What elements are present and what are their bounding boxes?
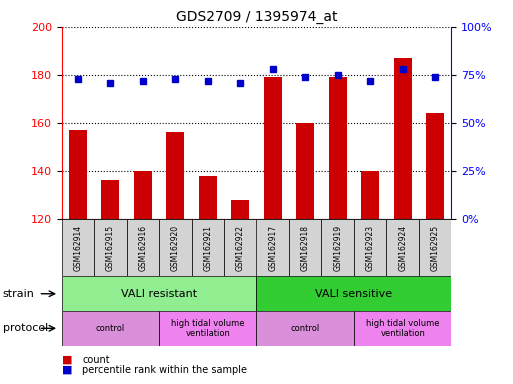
Bar <box>224 219 256 276</box>
Bar <box>69 130 87 219</box>
Text: GSM162917: GSM162917 <box>268 225 277 271</box>
Text: strain: strain <box>3 289 34 299</box>
Text: ■: ■ <box>62 355 72 365</box>
Text: GSM162918: GSM162918 <box>301 225 310 271</box>
Bar <box>322 219 354 276</box>
Bar <box>426 113 444 219</box>
Text: percentile rank within the sample: percentile rank within the sample <box>82 364 247 375</box>
Bar <box>264 77 282 219</box>
Bar <box>289 219 322 276</box>
Bar <box>256 219 289 276</box>
Bar <box>62 276 256 311</box>
Bar <box>386 219 419 276</box>
Bar <box>354 219 386 276</box>
Text: ■: ■ <box>62 364 72 375</box>
Bar <box>354 311 451 346</box>
Bar <box>94 219 127 276</box>
Bar <box>297 123 314 219</box>
Text: count: count <box>82 355 110 365</box>
Text: GSM162919: GSM162919 <box>333 225 342 271</box>
Text: protocol: protocol <box>3 323 48 333</box>
Text: VALI sensitive: VALI sensitive <box>315 289 392 299</box>
Bar <box>166 132 184 219</box>
Bar <box>159 311 256 346</box>
Bar <box>231 200 249 219</box>
Text: GSM162915: GSM162915 <box>106 225 115 271</box>
Text: high tidal volume
ventilation: high tidal volume ventilation <box>171 319 245 338</box>
Bar <box>102 180 119 219</box>
Bar <box>419 219 451 276</box>
Text: GSM162920: GSM162920 <box>171 225 180 271</box>
Text: GSM162916: GSM162916 <box>139 225 147 271</box>
Bar <box>62 219 94 276</box>
Text: control: control <box>95 324 125 333</box>
Bar <box>256 276 451 311</box>
Text: GSM162921: GSM162921 <box>203 225 212 271</box>
Text: GSM162914: GSM162914 <box>73 225 82 271</box>
Bar <box>159 219 191 276</box>
Bar <box>127 219 159 276</box>
Bar <box>134 171 152 219</box>
Text: high tidal volume
ventilation: high tidal volume ventilation <box>366 319 440 338</box>
Bar <box>191 219 224 276</box>
Bar <box>256 311 354 346</box>
Text: GSM162924: GSM162924 <box>398 225 407 271</box>
Text: control: control <box>290 324 320 333</box>
Bar <box>394 58 411 219</box>
Bar <box>199 175 216 219</box>
Text: GSM162922: GSM162922 <box>236 225 245 271</box>
Text: VALI resistant: VALI resistant <box>121 289 197 299</box>
Bar <box>329 77 347 219</box>
Text: GSM162923: GSM162923 <box>366 225 374 271</box>
Bar <box>62 311 159 346</box>
Text: GSM162925: GSM162925 <box>431 225 440 271</box>
Bar <box>361 171 379 219</box>
Title: GDS2709 / 1395974_at: GDS2709 / 1395974_at <box>176 10 337 25</box>
